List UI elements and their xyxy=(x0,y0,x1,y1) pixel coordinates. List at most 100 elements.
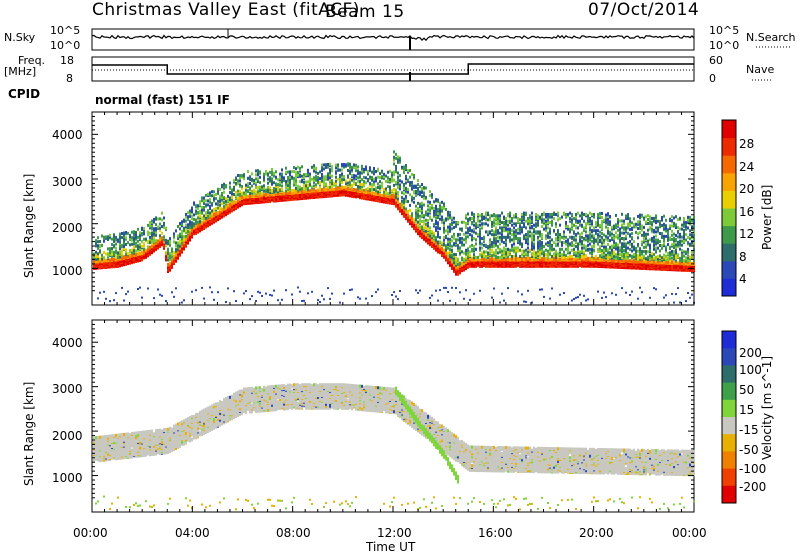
power-cell xyxy=(115,242,117,246)
power-cell xyxy=(515,222,517,226)
power-cell xyxy=(119,240,121,244)
power-cell xyxy=(393,170,395,174)
power-cell xyxy=(575,218,577,222)
power-cell xyxy=(357,188,359,192)
power-cell xyxy=(255,173,257,177)
power-cell xyxy=(437,240,439,244)
power-cell xyxy=(445,229,447,233)
power-cell xyxy=(505,249,507,253)
power-cell xyxy=(541,233,543,237)
power-cell xyxy=(555,249,557,253)
power-cell xyxy=(429,194,431,198)
power-cell xyxy=(551,257,553,261)
power-cell xyxy=(527,219,529,223)
power-cell xyxy=(507,213,509,216)
power-cell xyxy=(209,211,211,215)
power-cell xyxy=(191,206,193,210)
power-cell xyxy=(419,202,421,206)
power-cell xyxy=(207,209,209,213)
power-cell xyxy=(235,200,237,204)
power-cell xyxy=(431,294,433,297)
power-cell xyxy=(329,162,331,166)
power-cell xyxy=(383,188,385,191)
power-cell xyxy=(539,239,541,243)
power-cell xyxy=(125,231,127,234)
power-cell xyxy=(329,168,331,172)
power-cell xyxy=(541,243,543,247)
power-cell xyxy=(455,256,457,260)
power-cell xyxy=(479,219,481,223)
power-cell xyxy=(491,214,493,218)
power-cell xyxy=(463,238,465,242)
power-cell xyxy=(511,233,513,237)
power-cell xyxy=(285,180,287,184)
power-cell xyxy=(129,249,131,253)
power-cell xyxy=(337,168,339,172)
power-cell xyxy=(423,186,425,190)
power-cell xyxy=(447,210,449,214)
power-cell xyxy=(583,237,585,241)
power-cell xyxy=(549,239,551,243)
power-cell xyxy=(513,248,515,252)
power-cell xyxy=(147,230,149,234)
power-cell xyxy=(519,257,521,261)
power-cell xyxy=(349,178,351,182)
power-cell xyxy=(193,201,195,205)
power-cell xyxy=(251,189,253,193)
power-cell xyxy=(419,185,421,189)
power-cell xyxy=(311,185,313,189)
power-cell xyxy=(377,167,379,171)
power-cell xyxy=(287,184,289,187)
power-cell xyxy=(499,235,501,239)
power-cell xyxy=(589,211,591,215)
power-cell xyxy=(495,255,497,258)
power-cell xyxy=(567,227,569,231)
power-cell xyxy=(317,192,319,195)
power-cell xyxy=(523,255,525,258)
power-cell xyxy=(517,217,519,220)
power-cell xyxy=(291,175,293,179)
power-cell xyxy=(221,196,223,199)
power-cell xyxy=(161,211,163,215)
power-cell xyxy=(373,171,375,174)
power-cell xyxy=(123,239,125,243)
power-cell xyxy=(557,235,559,239)
power-cell xyxy=(541,256,543,260)
power-cell xyxy=(459,246,461,250)
power-cell xyxy=(523,300,525,303)
power-cell xyxy=(281,184,283,188)
power-cell xyxy=(249,175,251,179)
power-cell xyxy=(353,182,355,186)
power-cell xyxy=(419,225,421,229)
power-cell xyxy=(575,256,577,260)
power-cell xyxy=(445,234,447,238)
power-cell xyxy=(219,203,221,207)
power-cell xyxy=(119,235,121,239)
power-cell xyxy=(431,193,433,197)
power-cell xyxy=(379,180,381,184)
power-cell xyxy=(443,236,445,240)
power-cell xyxy=(583,256,585,260)
power-cell xyxy=(431,218,433,222)
power-cell xyxy=(133,250,135,254)
power-cell xyxy=(191,224,193,228)
power-cell xyxy=(437,299,439,302)
power-cell xyxy=(301,174,303,178)
power-cell xyxy=(449,255,451,259)
power-cell xyxy=(579,235,581,239)
power-cell xyxy=(257,177,259,181)
power-cell xyxy=(271,170,273,174)
power-cell xyxy=(203,205,205,209)
power-cell xyxy=(541,288,543,291)
power-cell xyxy=(475,242,477,246)
power-cell xyxy=(395,152,397,156)
power-cell xyxy=(579,293,581,296)
noise-panel-frame xyxy=(91,28,695,51)
power-cell xyxy=(515,251,517,255)
power-cell xyxy=(527,222,529,226)
power-cell xyxy=(447,217,449,221)
power-cell xyxy=(439,227,441,231)
power-cell xyxy=(419,229,421,232)
power-cell xyxy=(577,242,579,246)
power-cell xyxy=(501,221,503,224)
